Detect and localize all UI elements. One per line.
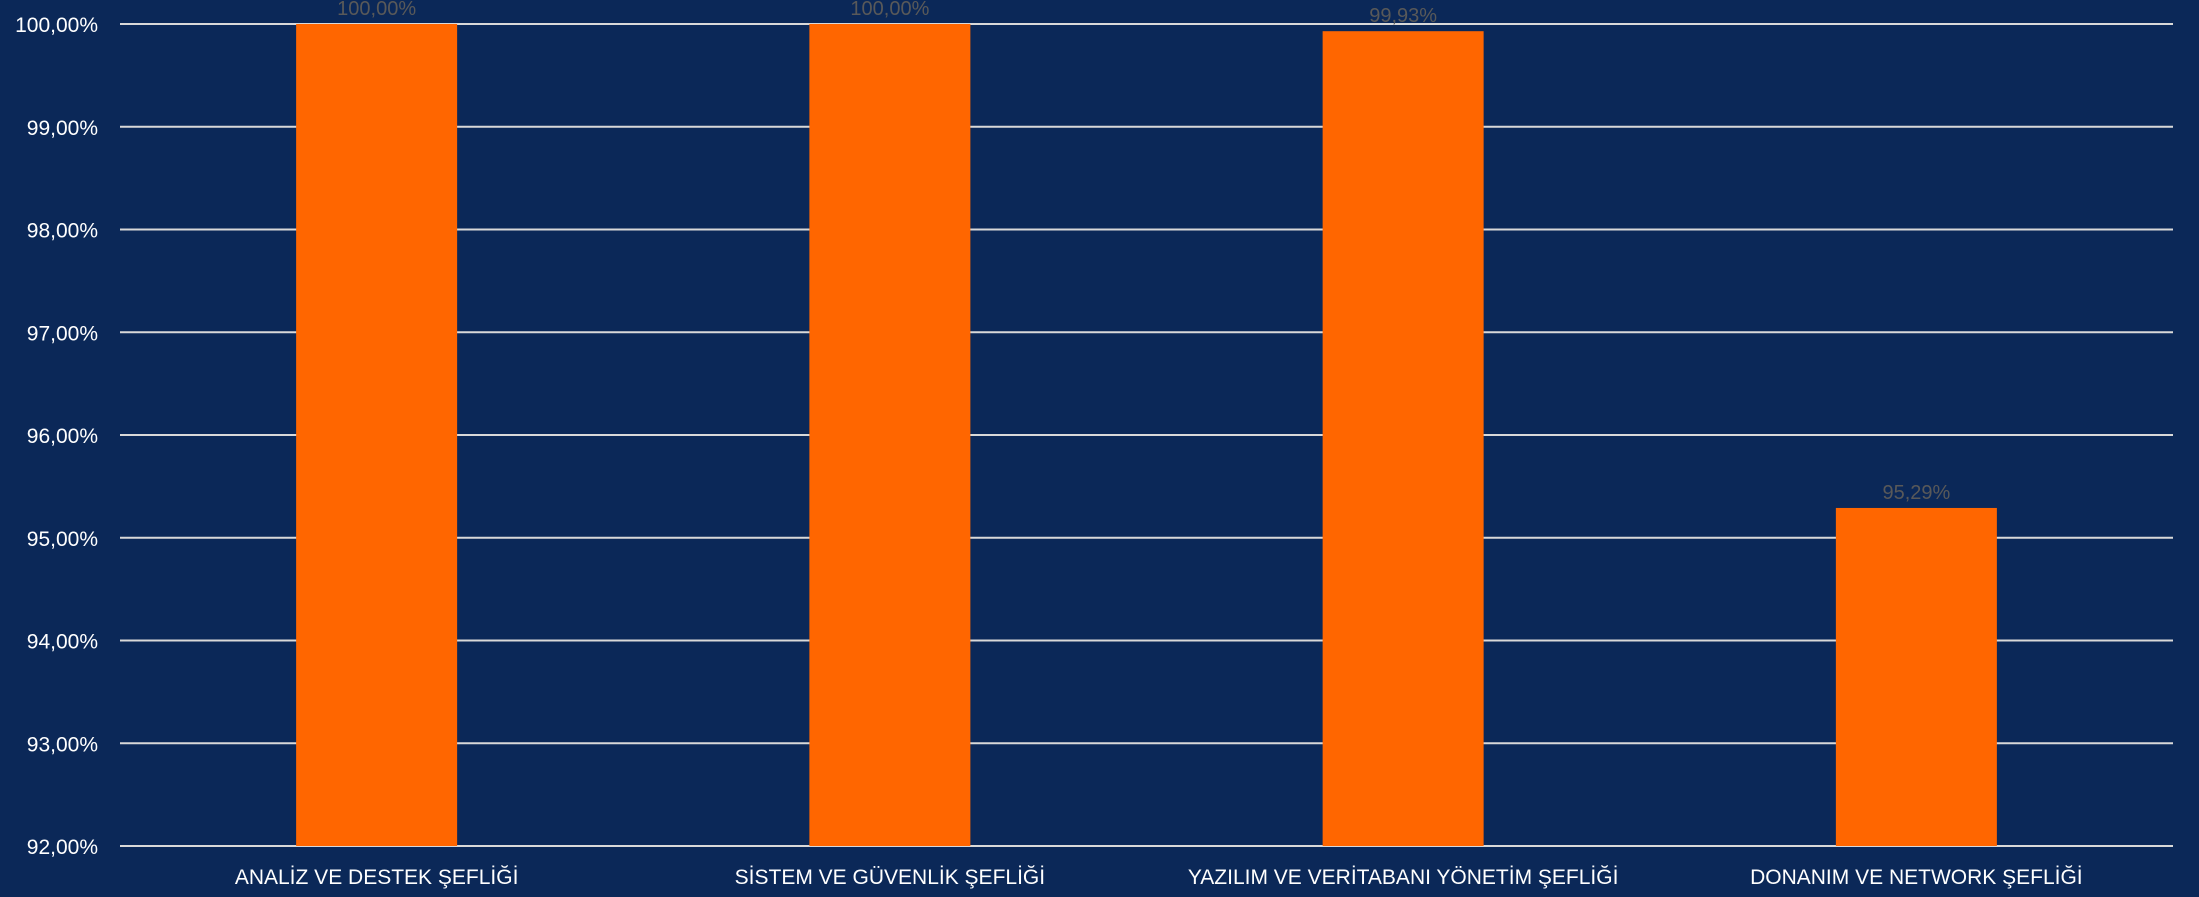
bar bbox=[1835, 507, 1997, 846]
y-tick-label: 93,00% bbox=[27, 733, 98, 756]
y-tick-label: 99,00% bbox=[27, 117, 98, 140]
x-category-label: ANALİZ VE DESTEK ŞEFLİĞİ bbox=[235, 866, 519, 889]
y-tick-label: 92,00% bbox=[27, 836, 98, 859]
bar bbox=[296, 24, 458, 846]
x-category-label: DONANIM VE NETWORK ŞEFLİĞİ bbox=[1750, 866, 2083, 889]
y-axis-tick-labels: 92,00% 93,00% 94,00% 95,00% 96,00% 97,00% 98,0… bbox=[15, 14, 98, 859]
bars bbox=[296, 24, 1997, 846]
y-tick-label: 94,00% bbox=[27, 631, 98, 654]
x-category-label: YAZILIM VE VERİTABANI YÖNETİM ŞEFLİĞİ bbox=[1188, 866, 1619, 889]
y-tick-label: 95,00% bbox=[27, 528, 98, 551]
x-axis-category-labels: ANALİZ VE DESTEK ŞEFLİĞİ SİSTEM VE GÜVENL… bbox=[235, 866, 2083, 889]
y-tick-label: 100,00% bbox=[15, 14, 98, 37]
bar bbox=[1322, 31, 1484, 846]
bar-data-label: 99,93% bbox=[1369, 5, 1437, 27]
bar-data-label: 100,00% bbox=[337, 0, 416, 20]
gridlines bbox=[120, 23, 2173, 847]
y-tick-label: 98,00% bbox=[27, 220, 98, 243]
x-category-label: SİSTEM VE GÜVENLİK ŞEFLİĞİ bbox=[735, 866, 1045, 889]
data-labels: 100,00% 100,00% 99,93% 95,29% bbox=[337, 0, 1950, 504]
bar bbox=[809, 24, 971, 846]
y-tick-label: 97,00% bbox=[27, 322, 98, 345]
bar-data-label: 100,00% bbox=[850, 0, 929, 20]
y-tick-label: 96,00% bbox=[27, 425, 98, 448]
bar-data-label: 95,29% bbox=[1882, 482, 1950, 504]
